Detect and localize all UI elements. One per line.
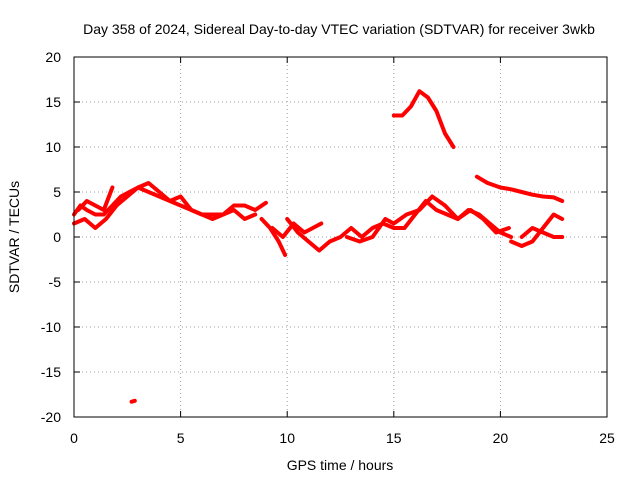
tick-labels: 0 5 10 15 20 25 -20 -15 -10 -5 0 5 10 15 20 xyxy=(41,49,615,446)
series-line-trace-h xyxy=(519,226,565,239)
y-tick-label: 20 xyxy=(45,49,61,65)
series-line-trace-i xyxy=(391,89,456,149)
y-axis-label: SDTVAR / TECUs xyxy=(6,181,22,293)
x-axis-label: GPS time / hours xyxy=(287,457,394,473)
y-tick-label: -10 xyxy=(41,319,61,335)
y-tick-label: 10 xyxy=(45,139,61,155)
series-line-trace-b xyxy=(76,185,115,212)
y-tick-label: 15 xyxy=(45,94,61,110)
y-tick-label: 0 xyxy=(53,229,61,245)
y-tick-label: 5 xyxy=(53,184,61,200)
series-line-trace-a xyxy=(72,185,258,230)
series-line-trace-f xyxy=(344,194,511,244)
y-tick-label: -5 xyxy=(49,274,62,290)
y-tick-label: -20 xyxy=(41,409,61,425)
chart-title: Day 358 of 2024, Sidereal Day-to-day VTE… xyxy=(83,21,595,37)
x-tick-label: 20 xyxy=(493,430,509,446)
y-tick-label: -15 xyxy=(41,364,61,380)
axis-ticks xyxy=(73,56,608,418)
series-line-trace-c xyxy=(259,217,288,257)
series-line-trace-j xyxy=(474,174,565,203)
series-line-trace-g xyxy=(509,212,565,248)
x-tick-label: 10 xyxy=(279,430,295,446)
series-line-main-trace xyxy=(72,181,268,217)
series-line-trace-k xyxy=(129,398,137,404)
x-tick-label: 25 xyxy=(599,430,615,446)
x-tick-label: 0 xyxy=(70,430,78,446)
series-line-trace-d xyxy=(270,221,324,239)
x-tick-label: 5 xyxy=(177,430,185,446)
x-tick-label: 15 xyxy=(386,430,402,446)
series-layer xyxy=(72,89,565,404)
